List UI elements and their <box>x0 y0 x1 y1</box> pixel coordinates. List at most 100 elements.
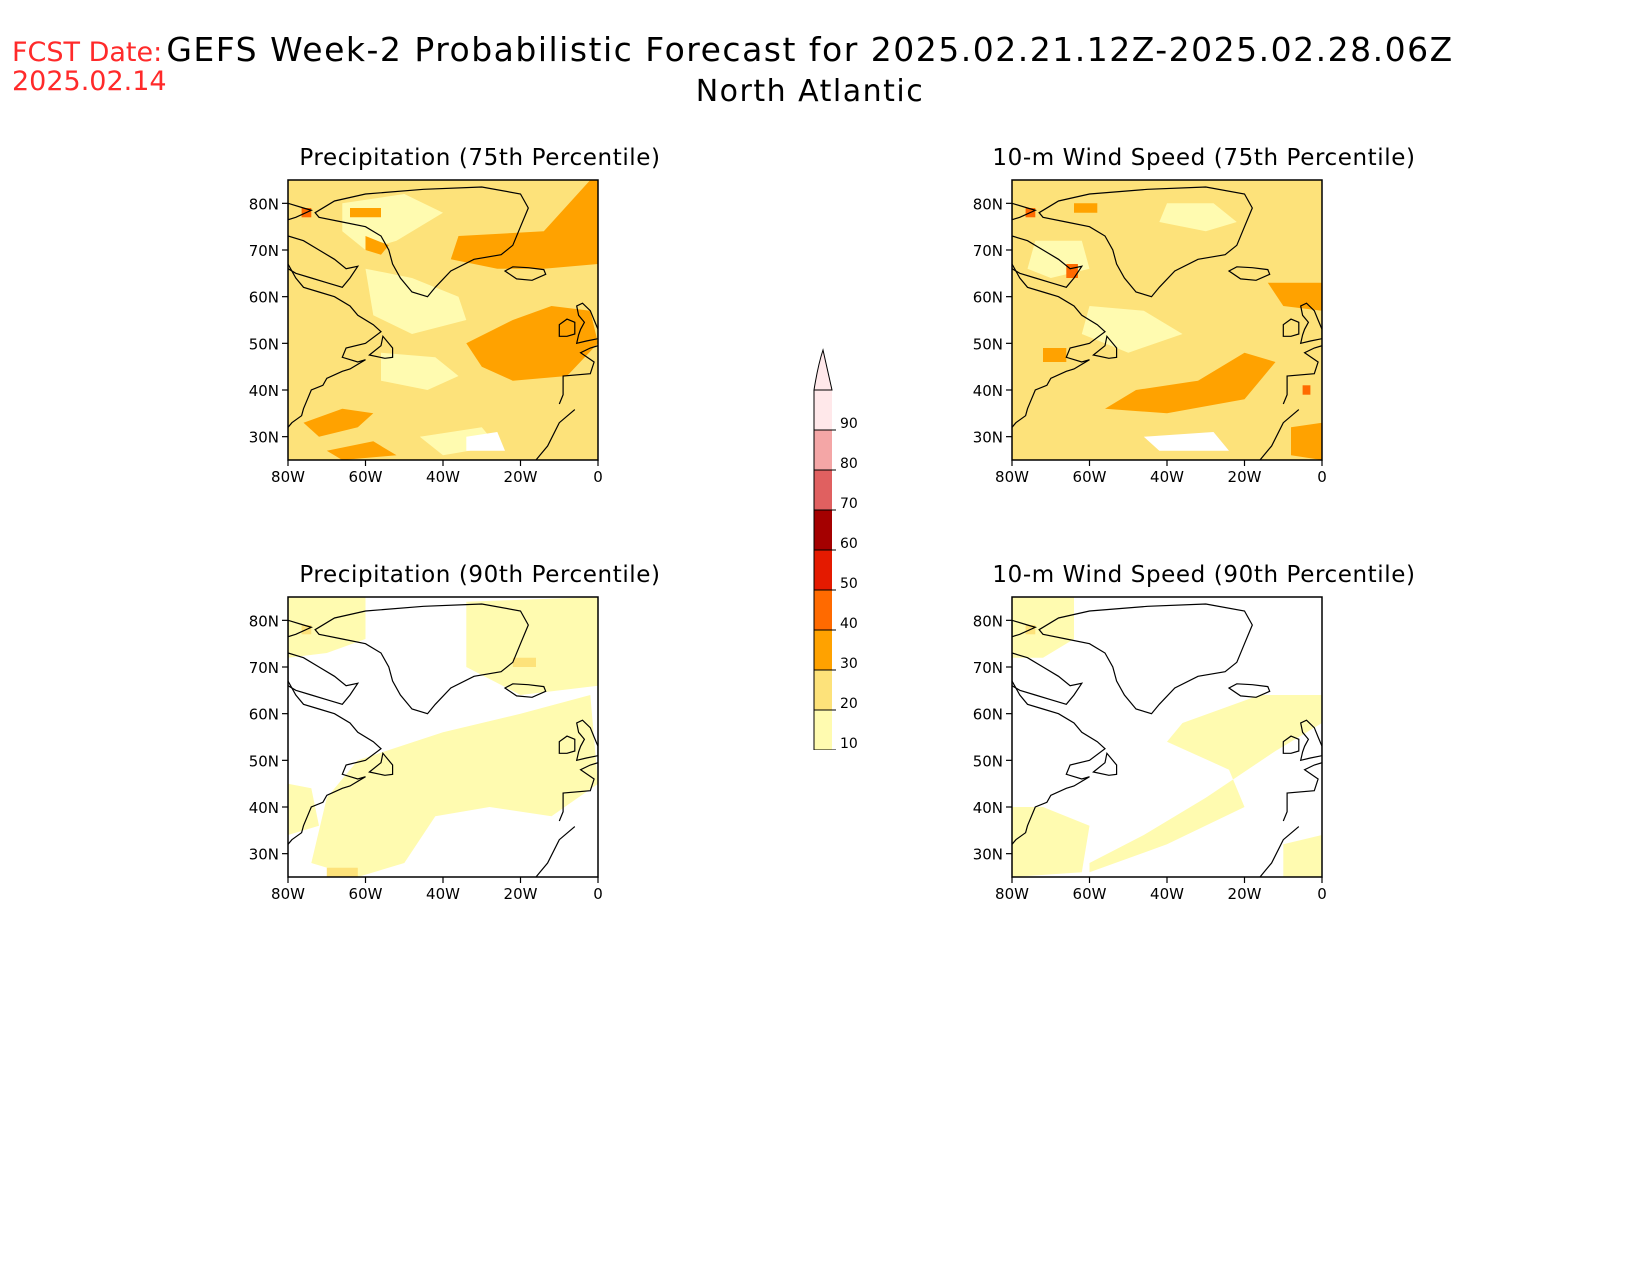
panel-precip-90: Precipitation (90th Percentile) 80W 60W 40… <box>240 562 720 962</box>
y-tick-label: 30N <box>973 846 1003 864</box>
coastline <box>1259 409 1300 460</box>
colorbar-swatch <box>814 510 832 550</box>
colorbar-label: 40 <box>840 616 858 632</box>
y-tick-label: 80N <box>973 612 1003 630</box>
coastline <box>288 619 314 638</box>
x-tick-label: 0 <box>1317 885 1327 903</box>
probability-contour <box>365 236 389 255</box>
colorbar: 10 20 30 40 50 60 70 80 90 <box>800 330 860 786</box>
map-plot: 80W 60W 40W 20W 0 80N 70N 60N 50N 40N 30N <box>249 596 603 903</box>
coastline <box>288 235 360 288</box>
probability-contour <box>1267 282 1322 311</box>
coastline <box>368 751 394 776</box>
y-tick-label: 40N <box>249 799 279 817</box>
x-tick-label: 40W <box>1150 885 1184 903</box>
probability-contour <box>326 441 397 460</box>
x-tick-label: 20W <box>504 468 538 486</box>
map-plot: 80W 60W 40W 20W 0 80N 70N 60N 50N 40N 30N <box>249 179 603 486</box>
y-tick-label: 30N <box>249 429 279 447</box>
y-tick-label: 50N <box>973 335 1003 353</box>
y-tick-label: 80N <box>973 195 1003 213</box>
panel-title: Precipitation (90th Percentile) <box>299 562 661 588</box>
coastline <box>575 719 598 762</box>
y-tick-label: 60N <box>249 289 279 307</box>
colorbar-swatch <box>814 630 832 670</box>
y-tick-label: 60N <box>973 706 1003 724</box>
coastline <box>1282 345 1322 405</box>
colorbar-label: 30 <box>840 656 858 672</box>
coastline <box>503 683 547 698</box>
x-tick-label: 80W <box>995 885 1029 903</box>
probability-contour <box>288 783 319 835</box>
colorbar-svg: 10 20 30 40 50 60 70 80 90 <box>813 348 858 786</box>
probability-contour <box>512 657 536 667</box>
colorbar-label: 50 <box>840 576 858 592</box>
coastline <box>1092 751 1118 776</box>
probability-contour <box>1081 306 1183 353</box>
colorbar-label: 20 <box>840 696 858 712</box>
region-subtitle: North Atlantic <box>695 74 925 109</box>
panel-title: Precipitation (75th Percentile) <box>299 145 661 171</box>
x-tick-label: 20W <box>1228 885 1262 903</box>
y-tick-label: 40N <box>973 799 1003 817</box>
probability-contour <box>466 597 598 695</box>
probability-contour <box>365 268 467 334</box>
colorbar-label: 90 <box>840 416 858 432</box>
coastline <box>558 762 598 822</box>
colorbar-label: 60 <box>840 536 858 552</box>
coastline <box>1012 235 1084 288</box>
probability-contour <box>1159 203 1237 232</box>
probability-contour <box>466 306 598 381</box>
forecast-date-label: FCST Date: <box>12 37 163 68</box>
y-tick-label: 30N <box>249 846 279 864</box>
coastline <box>1282 762 1322 822</box>
x-tick-label: 80W <box>271 468 305 486</box>
probability-contour <box>1089 695 1322 873</box>
coastline <box>1282 318 1300 337</box>
coastline <box>288 680 382 845</box>
y-tick-label: 30N <box>973 429 1003 447</box>
coastline <box>503 266 547 281</box>
map-plot: 80W 60W 40W 20W 0 80N 70N 60N 50N 40N 30N <box>973 596 1327 903</box>
y-tick-label: 80N <box>249 195 279 213</box>
probability-contour <box>443 835 544 877</box>
y-tick-label: 50N <box>249 335 279 353</box>
coastline <box>1038 186 1253 298</box>
coastline <box>1012 680 1106 845</box>
coastline <box>558 318 576 337</box>
coastline <box>1227 683 1271 698</box>
colorbar-swatch <box>814 390 832 430</box>
coastline <box>535 409 576 460</box>
coastline <box>558 345 598 405</box>
x-tick-label: 20W <box>504 885 538 903</box>
colorbar-swatch <box>814 430 832 470</box>
probability-contour <box>350 208 381 218</box>
probability-contour <box>1291 422 1322 460</box>
y-tick-label: 80N <box>249 612 279 630</box>
map-plot: 80W 60W 40W 20W 0 80N 70N 60N 50N 40N 30N <box>973 179 1327 486</box>
panel-wind-90: 10-m Wind Speed (90th Percentile) 80W 60W… <box>964 562 1444 962</box>
panel-title: 10-m Wind Speed (90th Percentile) <box>992 562 1416 588</box>
probability-contour <box>326 867 358 877</box>
colorbar-swatch <box>814 710 832 750</box>
coastline <box>288 202 314 221</box>
colorbar-label: 10 <box>840 736 858 750</box>
coastline <box>558 735 576 754</box>
colorbar-label: 70 <box>840 496 858 512</box>
panel-precip-75: Precipitation (75th Percentile) 80W 60W 40… <box>240 145 720 545</box>
x-tick-label: 0 <box>1317 468 1327 486</box>
probability-contour <box>1283 835 1322 877</box>
y-tick-label: 40N <box>973 382 1003 400</box>
coastline <box>368 334 394 359</box>
coastline <box>1259 826 1300 877</box>
coastline <box>1038 603 1253 715</box>
probability-contour <box>311 695 598 877</box>
forecast-date-value: 2025.02.14 <box>12 66 167 97</box>
y-tick-label: 60N <box>973 289 1003 307</box>
panel-title: 10-m Wind Speed (75th Percentile) <box>992 145 1416 171</box>
coastline <box>314 186 529 298</box>
colorbar-swatch <box>814 590 832 630</box>
coastline <box>1012 202 1038 221</box>
coastline <box>1282 735 1300 754</box>
y-tick-label: 50N <box>973 752 1003 770</box>
